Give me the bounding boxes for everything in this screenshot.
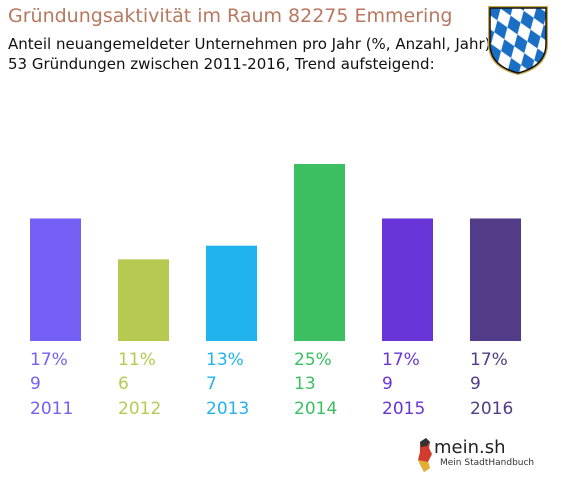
- year-label-2011: 2011: [30, 399, 73, 419]
- bar-2011: [30, 218, 81, 341]
- chart-summary: 53 Gründungen zwischen 2011-2016, Trend …: [8, 55, 435, 73]
- count-label-2015: 9: [382, 374, 393, 394]
- brand-logo-text: mein.sh: [434, 437, 506, 458]
- count-label-2012: 6: [118, 374, 129, 394]
- year-label-2015: 2015: [382, 399, 425, 419]
- count-label-2014: 13: [294, 374, 316, 394]
- percent-label-2013: 13%: [206, 350, 244, 370]
- percent-label-2011: 17%: [30, 350, 68, 370]
- bar-2013: [206, 245, 257, 341]
- bar-2016: [470, 218, 521, 341]
- brand-tagline: Mein StadtHandbuch: [440, 458, 535, 468]
- percent-label-2014: 25%: [294, 350, 332, 370]
- percent-label-2012: 11%: [118, 350, 156, 370]
- percent-label-2016: 17%: [470, 350, 508, 370]
- chart-subtitle: Anteil neuangemeldeter Unternehmen pro J…: [8, 35, 491, 53]
- bar-2012: [118, 259, 169, 341]
- year-label-2012: 2012: [118, 399, 161, 419]
- percent-label-2015: 17%: [382, 350, 420, 370]
- count-label-2011: 9: [30, 374, 41, 394]
- year-label-2014: 2014: [294, 399, 337, 419]
- bar-2015: [382, 218, 433, 341]
- chart-title: Gründungsaktivität im Raum 82275 Emmerin…: [8, 5, 453, 27]
- bavarian-lozenge-crest-icon: [488, 6, 548, 75]
- year-label-2016: 2016: [470, 399, 513, 419]
- year-label-2013: 2013: [206, 399, 249, 419]
- bar-2014: [294, 164, 345, 341]
- germany-map-icon: [418, 438, 432, 472]
- count-label-2016: 9: [470, 374, 481, 394]
- count-label-2013: 7: [206, 374, 217, 394]
